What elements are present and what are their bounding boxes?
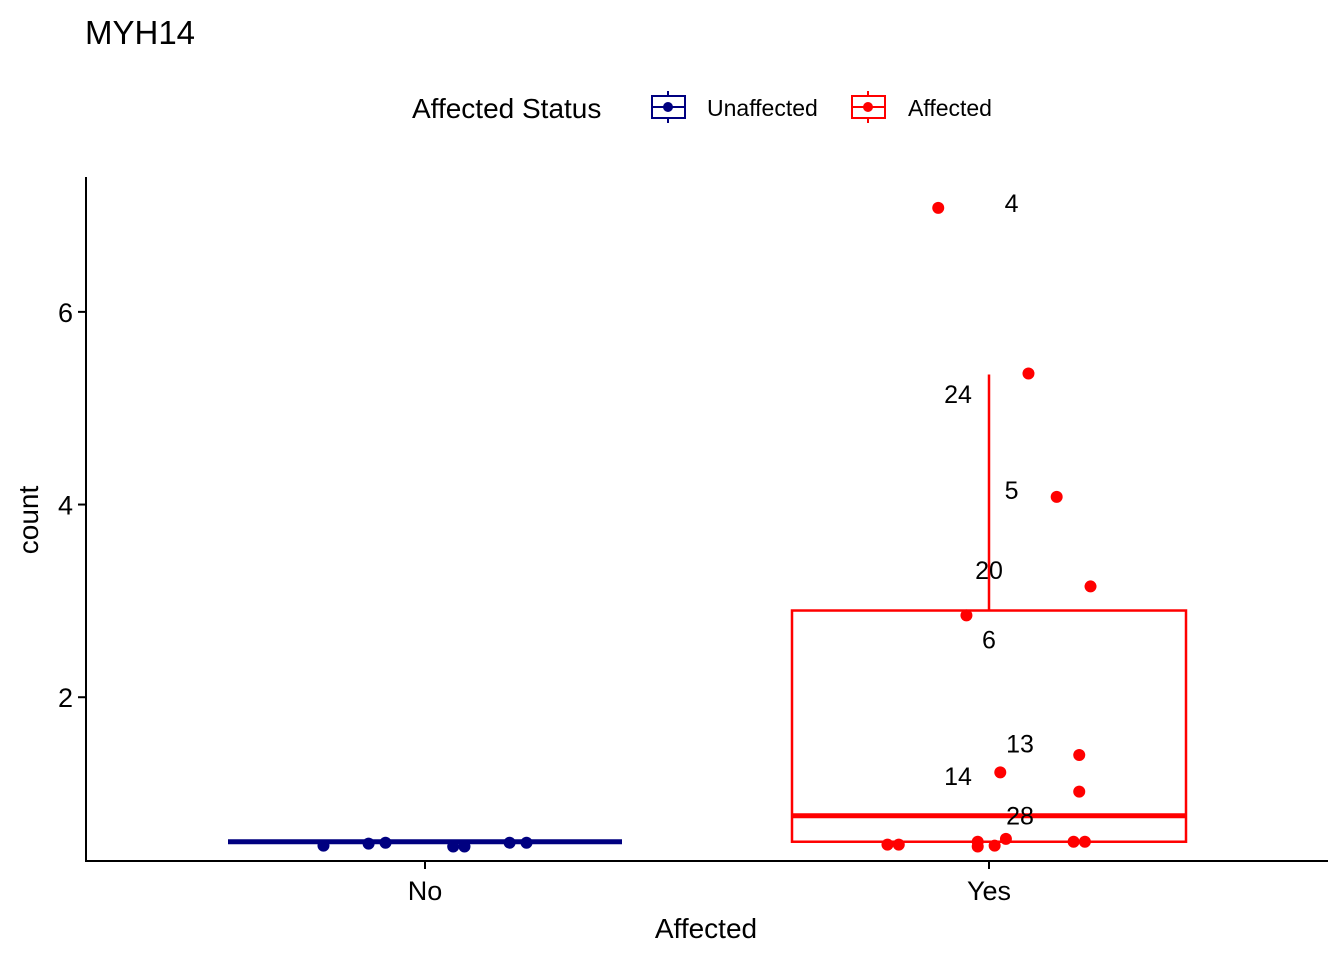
legend-title: Affected Status — [412, 93, 601, 124]
y-axis-label: count — [13, 486, 44, 555]
box-affected — [790, 374, 1188, 843]
x-tick-label: Yes — [967, 876, 1011, 906]
data-point — [960, 609, 973, 622]
chart-title: MYH14 — [85, 14, 195, 51]
data-point — [932, 201, 945, 214]
legend-key-unaffected — [651, 91, 686, 123]
x-axis-label: Affected — [655, 913, 757, 944]
data-point — [892, 838, 905, 851]
point-label: 28 — [1006, 803, 1034, 831]
legend-key-point — [663, 102, 673, 112]
point-label: 20 — [975, 557, 1003, 585]
legend-label: Affected — [908, 95, 992, 121]
data-point — [881, 838, 894, 851]
legend: Affected Status Unaffected Affected — [412, 91, 992, 124]
legend-key-affected — [851, 91, 886, 123]
data-point — [1067, 835, 1080, 848]
data-point — [379, 836, 392, 849]
data-point — [1022, 367, 1035, 380]
point-label: 4 — [1005, 190, 1019, 218]
data-point — [1073, 749, 1086, 762]
data-point — [1073, 785, 1086, 798]
data-point — [447, 840, 460, 853]
data-point — [971, 840, 984, 853]
y-tick-label: 4 — [58, 491, 73, 521]
data-point — [988, 839, 1001, 852]
data-point — [994, 766, 1007, 779]
data-point — [503, 836, 516, 849]
box-iqr — [790, 609, 1188, 843]
data-point — [1078, 835, 1091, 848]
data-point — [362, 837, 375, 850]
point-label: 13 — [1006, 730, 1034, 758]
point-label: 5 — [1005, 477, 1019, 505]
y-tick-label: 6 — [58, 298, 73, 328]
legend-label: Unaffected — [707, 95, 818, 121]
data-point — [520, 836, 533, 849]
data-point — [317, 839, 330, 852]
legend-key-point — [863, 102, 873, 112]
point-label: 14 — [944, 763, 972, 791]
data-point — [999, 832, 1012, 845]
data-point — [458, 840, 471, 853]
x-tick-label: No — [408, 876, 443, 906]
data-point — [1050, 490, 1063, 503]
data-point — [1084, 580, 1097, 593]
y-tick-label: 2 — [58, 683, 73, 713]
point-label: 24 — [944, 381, 972, 409]
point-label: 6 — [982, 626, 996, 654]
